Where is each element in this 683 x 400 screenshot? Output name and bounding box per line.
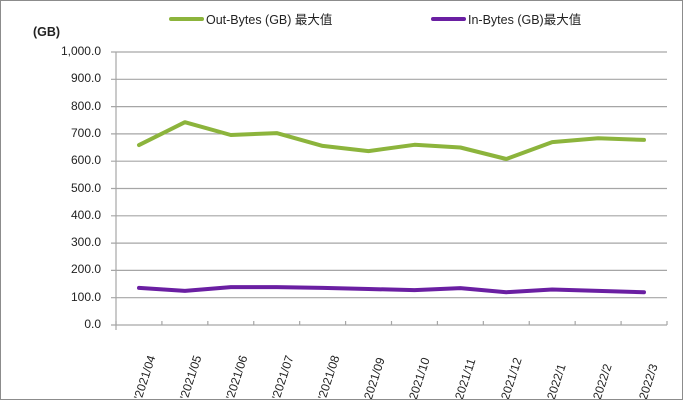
y-tick-label: 500.0 — [70, 180, 101, 195]
legend-in-bytes: In-Bytes (GB)最大值 — [431, 9, 581, 28]
y-tick-label: 900.0 — [70, 71, 101, 86]
y-tick-label: 1,000.0 — [60, 44, 101, 58]
legend-out-bytes: Out-Bytes (GB) 最大值 — [169, 9, 332, 28]
y-tick-label: 600.0 — [70, 153, 101, 168]
y-tick-label: 0.0 — [84, 317, 101, 331]
legend-swatch-green — [169, 16, 204, 21]
legend-label-out: Out-Bytes (GB) 最大值 — [206, 13, 333, 27]
series-out-bytes-line — [137, 120, 646, 161]
y-tick-label: 400.0 — [70, 207, 101, 222]
y-tick-label: 100.0 — [70, 289, 101, 304]
y-tick-label: 700.0 — [70, 125, 101, 140]
series-in-bytes-line — [137, 285, 646, 295]
y-axis-unit-label: (GB) — [33, 25, 61, 39]
y-tick-label: 800.0 — [70, 98, 101, 113]
y-tick-label: 200.0 — [70, 262, 101, 277]
legend-swatch-purple — [431, 16, 466, 21]
y-tick-label: 300.0 — [70, 235, 101, 250]
legend-label-in: In-Bytes (GB)最大值 — [468, 13, 582, 27]
